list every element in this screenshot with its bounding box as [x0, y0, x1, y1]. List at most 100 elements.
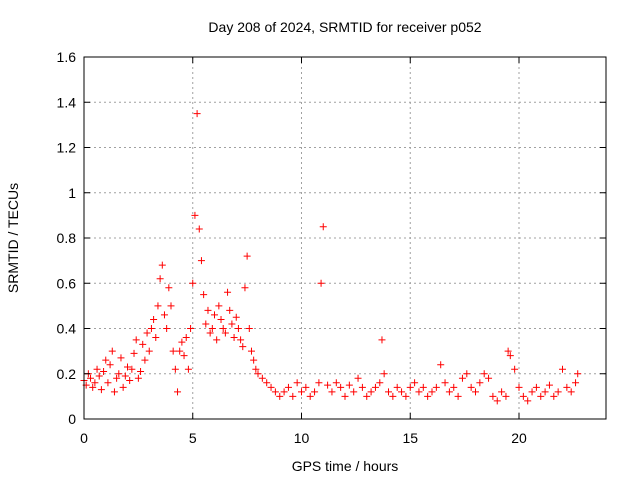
data-point: [559, 365, 566, 373]
data-point: [104, 379, 112, 387]
y-tick-label: 1.4: [57, 94, 77, 110]
data-point: [91, 379, 99, 387]
data-point: [419, 383, 427, 391]
data-point: [147, 325, 155, 332]
data-point: [97, 386, 105, 394]
data-point: [363, 392, 371, 400]
data-point: [358, 383, 366, 391]
data-point: [226, 306, 234, 314]
data-point: [100, 367, 108, 375]
data-point: [237, 336, 245, 344]
data-point: [428, 388, 436, 396]
data-point: [169, 347, 177, 355]
data-point: [445, 388, 453, 396]
data-point: [163, 325, 171, 332]
data-point: [337, 383, 345, 391]
y-tick-label: 1: [68, 185, 76, 201]
data-point: [345, 381, 353, 389]
data-point: [541, 388, 549, 396]
x-tick-label: 10: [294, 430, 310, 446]
data-point: [567, 388, 575, 396]
data-point: [398, 388, 406, 396]
data-point: [476, 379, 484, 387]
data-point: [376, 379, 384, 387]
data-point: [115, 370, 123, 378]
data-point: [511, 365, 519, 373]
data-point: [150, 315, 158, 323]
data-point: [254, 370, 262, 378]
data-point: [317, 279, 325, 287]
data-point: [411, 379, 419, 387]
data-point: [206, 329, 214, 337]
data-point: [319, 223, 327, 231]
data-point: [380, 370, 388, 378]
data-point: [532, 383, 540, 391]
data-point: [245, 325, 253, 332]
data-point: [328, 388, 336, 396]
y-tick-label: 1.6: [57, 49, 77, 65]
data-point: [406, 383, 414, 391]
data-point: [243, 252, 251, 260]
data-point: [454, 392, 462, 400]
data-point: [472, 388, 479, 396]
x-axis-label: GPS time / hours: [292, 458, 399, 474]
data-point: [119, 383, 127, 391]
data-point: [247, 347, 255, 355]
data-point: [263, 379, 271, 387]
data-point: [128, 365, 136, 373]
data-point: [515, 383, 523, 391]
data-point: [284, 383, 292, 391]
data-point: [239, 343, 247, 351]
data-point: [354, 374, 362, 382]
data-point: [193, 110, 201, 118]
data-point: [93, 365, 101, 373]
data-point: [302, 383, 310, 391]
data-point: [402, 392, 410, 400]
y-axis-label: SRMTID / TECUs: [5, 183, 21, 293]
data-point: [572, 379, 580, 387]
data-point: [217, 315, 225, 323]
data-point: [182, 334, 190, 342]
data-point: [276, 392, 284, 400]
data-point: [306, 392, 314, 400]
data-point: [204, 306, 212, 314]
data-point: [563, 383, 571, 391]
data-point: [341, 392, 349, 400]
data-point: [250, 356, 258, 364]
data-point: [121, 372, 129, 380]
data-point: [493, 397, 501, 405]
y-tick-label: 0.6: [57, 275, 77, 291]
data-point: [378, 336, 386, 344]
data-point: [385, 388, 392, 396]
data-point: [141, 356, 149, 364]
data-point: [197, 257, 205, 265]
data-point: [130, 349, 138, 357]
data-point: [311, 388, 319, 396]
data-point: [178, 338, 186, 346]
data-point: [137, 367, 145, 375]
data-point: [228, 320, 236, 328]
data-point: [184, 365, 192, 373]
data-point: [289, 392, 297, 400]
data-point: [195, 225, 203, 233]
data-point: [108, 347, 116, 355]
y-tick-label: 0: [68, 411, 76, 427]
y-tick-label: 0.2: [57, 366, 77, 382]
data-point: [554, 388, 562, 396]
data-point: [171, 365, 179, 373]
data-point: [293, 379, 301, 387]
data-point: [232, 313, 240, 321]
y-tick-label: 0.4: [57, 321, 77, 337]
data-point: [393, 383, 401, 391]
y-tick-label: 0.8: [57, 230, 77, 246]
data-point: [389, 392, 397, 400]
data-point: [467, 383, 475, 391]
y-tick-labels: 0 0.2 0.4 0.6 0.8 1 1.2 1.4 1.6: [57, 49, 77, 427]
data-point: [139, 340, 147, 348]
data-point: [524, 397, 532, 405]
data-point: [267, 383, 275, 391]
data-point: [219, 325, 227, 332]
data-point: [298, 388, 305, 396]
x-tick-label: 5: [189, 430, 197, 446]
